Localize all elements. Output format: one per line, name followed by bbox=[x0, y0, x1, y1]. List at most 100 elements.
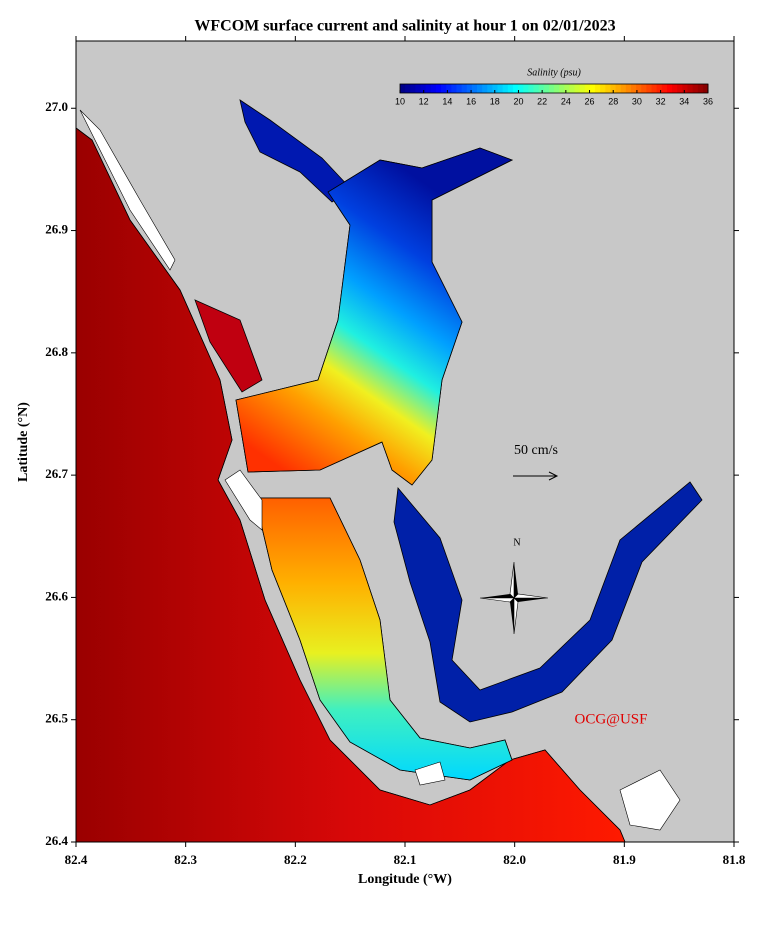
colorbar-cell bbox=[579, 84, 586, 93]
colorbar-cell bbox=[548, 84, 555, 93]
colorbar-tick-label: 26 bbox=[585, 96, 595, 106]
barrier-island bbox=[224, 469, 263, 531]
colorbar-cell bbox=[564, 84, 570, 93]
colorbar-cell bbox=[523, 84, 529, 93]
colorbar-cell bbox=[687, 84, 694, 93]
compass bbox=[479, 561, 549, 635]
colorbar-cell bbox=[574, 84, 581, 93]
colorbar-cell bbox=[461, 84, 468, 93]
y-tick-label: 26.7 bbox=[45, 466, 68, 481]
colorbar-tick-label: 36 bbox=[703, 96, 713, 106]
colorbar-cell bbox=[405, 84, 411, 93]
colorbar-cell bbox=[559, 84, 565, 93]
y-tick-label: 26.6 bbox=[45, 588, 68, 603]
colorbar-tick-label: 34 bbox=[679, 96, 689, 106]
y-tick-label: 27.0 bbox=[45, 99, 68, 114]
colorbar-cell bbox=[512, 84, 519, 93]
y-tick-label: 26.4 bbox=[45, 833, 68, 848]
y-tick-label: 26.5 bbox=[45, 711, 68, 726]
y-tick-label: 26.8 bbox=[45, 344, 68, 359]
colorbar-cell bbox=[518, 84, 524, 93]
x-tick-label: 82.1 bbox=[394, 852, 417, 867]
x-tick-label: 82.3 bbox=[174, 852, 197, 867]
colorbar-cell bbox=[702, 84, 709, 93]
colorbar-cell bbox=[533, 84, 540, 93]
colorbar-cell bbox=[656, 84, 663, 93]
colorbar-cell bbox=[661, 84, 668, 93]
colorbar-cell bbox=[497, 84, 504, 93]
island bbox=[414, 761, 446, 786]
colorbar-tick-label: 22 bbox=[537, 96, 547, 106]
colorbar-tick-label: 24 bbox=[561, 96, 571, 106]
colorbar-cell bbox=[600, 84, 606, 93]
colorbar-cell bbox=[646, 84, 653, 93]
colorbar-cell bbox=[620, 84, 627, 93]
colorbar-cell bbox=[569, 84, 576, 93]
colorbar-cell bbox=[492, 84, 499, 93]
colorbar-cell bbox=[528, 84, 534, 93]
chart-title: WFCOM surface current and salinity at ho… bbox=[194, 18, 615, 35]
colorbar-tick-label: 18 bbox=[490, 96, 500, 106]
y-tick-label: 26.9 bbox=[45, 222, 68, 237]
colorbar-title: Salinity (psu) bbox=[527, 67, 581, 78]
colorbar-cell bbox=[502, 84, 509, 93]
scale-label: 50 cm/s bbox=[514, 443, 558, 458]
colorbar-cell bbox=[477, 84, 483, 93]
colorbar-cell bbox=[615, 84, 622, 93]
colorbar-cell bbox=[631, 84, 637, 93]
colorbar-cell bbox=[610, 84, 617, 93]
colorbar-tick-label: 20 bbox=[513, 96, 523, 106]
map-area bbox=[76, 41, 734, 842]
colorbar-cell bbox=[682, 84, 688, 93]
colorbar-cell bbox=[584, 84, 591, 93]
colorbar-cell bbox=[430, 84, 437, 93]
x-tick-label: 81.8 bbox=[723, 852, 746, 867]
colorbar-cell bbox=[420, 84, 427, 93]
colorbar-cell bbox=[589, 84, 596, 93]
colorbar-cell bbox=[651, 84, 658, 93]
colorbar-cell bbox=[636, 84, 642, 93]
colorbar-tick-label: 10 bbox=[395, 96, 405, 106]
colorbar-tick-label: 16 bbox=[466, 96, 476, 106]
colorbar-cell bbox=[487, 84, 493, 93]
colorbar-cell bbox=[595, 84, 601, 93]
colorbar-cell bbox=[456, 84, 463, 93]
colorbar-cell bbox=[441, 84, 447, 93]
colorbar-tick-label: 12 bbox=[419, 96, 429, 106]
colorbar-tick-label: 28 bbox=[608, 96, 618, 106]
colorbar-cell bbox=[466, 84, 473, 93]
colorbar-cell bbox=[471, 84, 478, 93]
colorbar-cell bbox=[692, 84, 699, 93]
peace-river bbox=[239, 99, 353, 203]
colorbar-cell bbox=[538, 84, 545, 93]
colorbar-tick-label: 30 bbox=[632, 96, 642, 106]
colorbar-cell bbox=[554, 84, 560, 93]
colorbar-cell bbox=[410, 84, 416, 93]
scale-arrow-head bbox=[548, 471, 559, 481]
colorbar-cell bbox=[677, 84, 683, 93]
colorbar-cell bbox=[415, 84, 422, 93]
colorbar-cell bbox=[697, 84, 704, 93]
colorbar-cell bbox=[451, 84, 457, 93]
colorbar-cell bbox=[625, 84, 632, 93]
colorbar-cell bbox=[446, 84, 452, 93]
credit: OCG@USF bbox=[574, 711, 647, 727]
colorbar-frame bbox=[399, 83, 709, 94]
colorbar-cell bbox=[425, 84, 432, 93]
caloosahatchee-river bbox=[393, 481, 703, 723]
y-axis-label: Latitude (°N) bbox=[16, 402, 31, 482]
colorbar-tick-label: 32 bbox=[656, 96, 666, 106]
barrier-island bbox=[79, 109, 176, 271]
compass-label: N bbox=[513, 537, 520, 548]
colorbar-cell bbox=[543, 84, 550, 93]
colorbar-tick-label: 14 bbox=[442, 96, 452, 106]
x-tick-label: 82.2 bbox=[284, 852, 307, 867]
colorbar-cell bbox=[605, 84, 611, 93]
x-tick-label: 81.9 bbox=[613, 852, 636, 867]
lemon-bay bbox=[194, 299, 263, 393]
colorbar-cell bbox=[666, 84, 673, 93]
colorbar-cell bbox=[507, 84, 514, 93]
x-axis-label: Longitude (°W) bbox=[358, 872, 452, 887]
colorbar-cell bbox=[672, 84, 678, 93]
